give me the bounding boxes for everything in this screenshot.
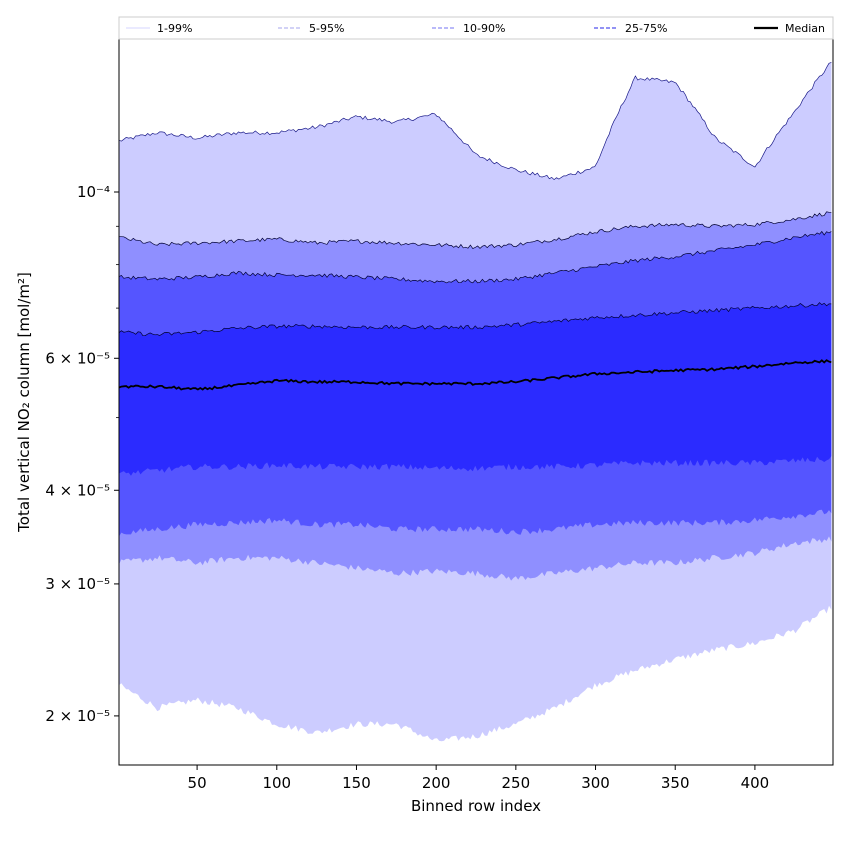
axes: 50 100 150 200 250 300 350 400 2 × 10⁻⁵ 3 × 10⁻⁵ 4…	[45, 38, 834, 792]
x-tick-label: 100	[262, 774, 291, 792]
legend-label: Median	[785, 22, 825, 35]
x-tick-label: 350	[661, 774, 690, 792]
legend-label: 25-75%	[625, 22, 667, 35]
median-group	[119, 359, 832, 391]
y-tick-label: 6 × 10⁻⁵	[45, 349, 110, 367]
y-tick-label: 4 × 10⁻⁵	[45, 481, 110, 499]
x-tick-label: 150	[342, 774, 371, 792]
legend-label: 1-99%	[157, 22, 192, 35]
x-tick-label: 400	[741, 774, 770, 792]
legend: 1-99% 5-95% 10-90% 25-75% Median	[118, 16, 834, 40]
x-tick-label: 300	[581, 774, 610, 792]
legend-label: 5-95%	[309, 22, 344, 35]
band-4	[119, 302, 832, 476]
band-3-upper-edge	[119, 230, 832, 284]
median-line	[119, 359, 832, 391]
x-tick-label: 200	[422, 774, 451, 792]
x-axis-label: Binned row index	[411, 797, 541, 815]
x-tick-label: 50	[188, 774, 207, 792]
percentile-bands	[119, 62, 832, 742]
band-1-upper-edge	[119, 62, 832, 181]
y-tick-label: 2 × 10⁻⁵	[45, 707, 110, 725]
x-tick-label: 250	[502, 774, 531, 792]
legend-box	[118, 16, 834, 40]
band-2-upper-edge	[119, 211, 832, 250]
band-4-upper-edge	[119, 302, 832, 337]
y-tick-label: 3 × 10⁻⁵	[45, 575, 110, 593]
y-axis-label: Total vertical NO₂ column [mol/m²]	[15, 272, 33, 533]
y-tick-label: 10⁻⁴	[77, 183, 110, 201]
legend-label: 10-90%	[463, 22, 505, 35]
